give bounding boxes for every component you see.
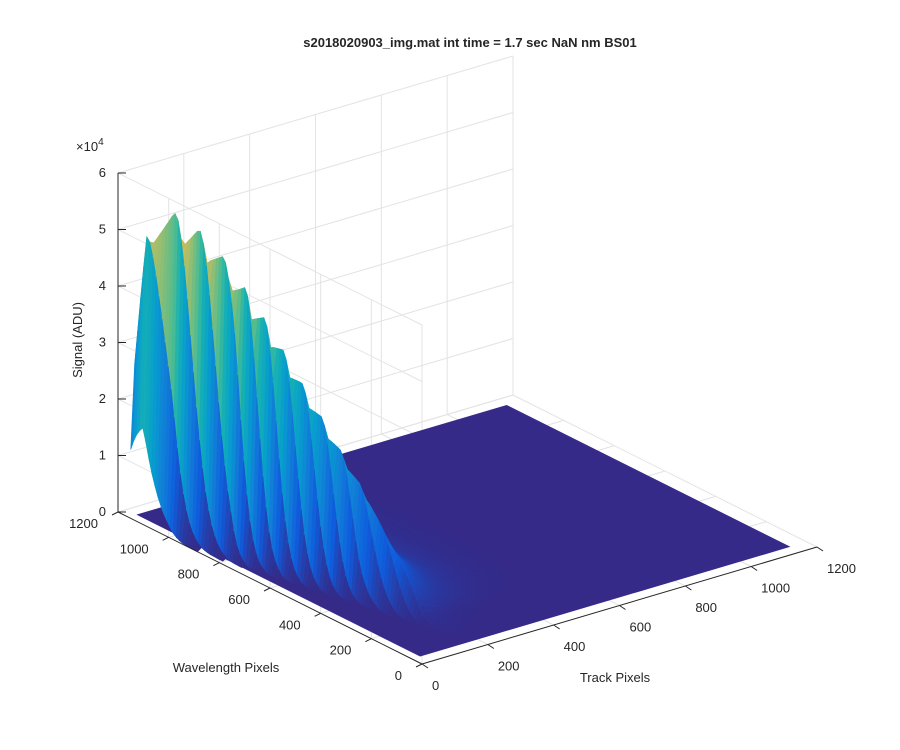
y-tick-label-1: 200	[330, 643, 352, 658]
x-tick-mark-0	[421, 663, 429, 669]
surface-patch-3025	[407, 616, 416, 625]
surface-patch-2016	[292, 575, 301, 586]
y-tick-mark-5	[162, 536, 169, 541]
surface-patch-2580	[350, 597, 359, 606]
y-tick-label-6: 1200	[69, 516, 98, 531]
surface-patch-1229	[219, 554, 228, 562]
x-tick-label-5: 1000	[761, 581, 790, 596]
x-tick-label-6: 1200	[827, 561, 856, 576]
x-tick-label-4: 800	[695, 600, 717, 615]
floor-grid-x-6	[512, 394, 818, 548]
z-tick-label-0: 0	[99, 504, 106, 519]
y-tick-label-2: 400	[279, 617, 301, 632]
x-tick-mark-3	[619, 605, 626, 610]
surface-patch-1652	[257, 566, 266, 575]
chart-title: s2018020903_img.mat int time = 1.7 sec N…	[303, 35, 637, 50]
x-axis-label: Track Pixels	[580, 670, 651, 685]
y-tick-mark-6	[111, 511, 119, 516]
x-tick-label-2: 400	[564, 639, 586, 654]
x-tick-mark-6	[816, 546, 824, 552]
surface-patch-2928	[391, 612, 400, 620]
surface-patch-3125	[446, 628, 456, 634]
y-tick-label-4: 800	[178, 567, 200, 582]
y-axis-label: Wavelength Pixels	[173, 660, 280, 675]
left-wall-grid-z-6	[117, 172, 423, 326]
z-axis-label: Signal (ADU)	[70, 302, 85, 378]
x-tick-mark-5	[750, 566, 758, 571]
x-tick-mark-1	[487, 644, 495, 649]
x-tick-mark-4	[685, 585, 692, 591]
right-wall-grid-z-5	[117, 112, 514, 230]
x-tick-mark-2	[553, 624, 560, 630]
right-wall-grid-z-6	[117, 55, 514, 174]
z-tick-label-4: 4	[99, 278, 106, 293]
y-tick-mark-4	[213, 562, 220, 567]
surface-patch-2748	[369, 602, 378, 612]
axes: 0123456020040060080010001200020040060080…	[69, 165, 856, 693]
y-tick-label-5: 1000	[120, 541, 149, 556]
z-exponent-label: ×104	[76, 137, 104, 154]
surface-plot	[130, 212, 791, 657]
y-tick-mark-1	[365, 638, 372, 643]
x-tick-label-1: 200	[498, 659, 520, 674]
surface-patch-3122	[439, 627, 448, 634]
z-tick-label-2: 2	[99, 391, 106, 406]
surface-patch-1816	[273, 568, 282, 580]
surface-patch-2400	[331, 590, 340, 599]
y-tick-mark-0	[415, 663, 423, 668]
surface-patch-3085	[423, 622, 432, 629]
z-tick-label-6: 6	[99, 165, 106, 180]
x-tick-label-0: 0	[432, 678, 439, 693]
surface-patch-1442	[238, 559, 247, 568]
z-tick-label-3: 3	[99, 335, 106, 350]
z-tick-label-1: 1	[99, 448, 106, 463]
y-tick-mark-3	[263, 587, 271, 592]
x-tick-label-3: 600	[630, 620, 652, 635]
surface-patch-2211	[311, 583, 320, 593]
y-tick-label-0: 0	[395, 668, 402, 683]
y-tick-mark-2	[314, 612, 321, 617]
y-tick-label-3: 600	[228, 592, 250, 607]
z-tick-label-5: 5	[99, 222, 106, 237]
